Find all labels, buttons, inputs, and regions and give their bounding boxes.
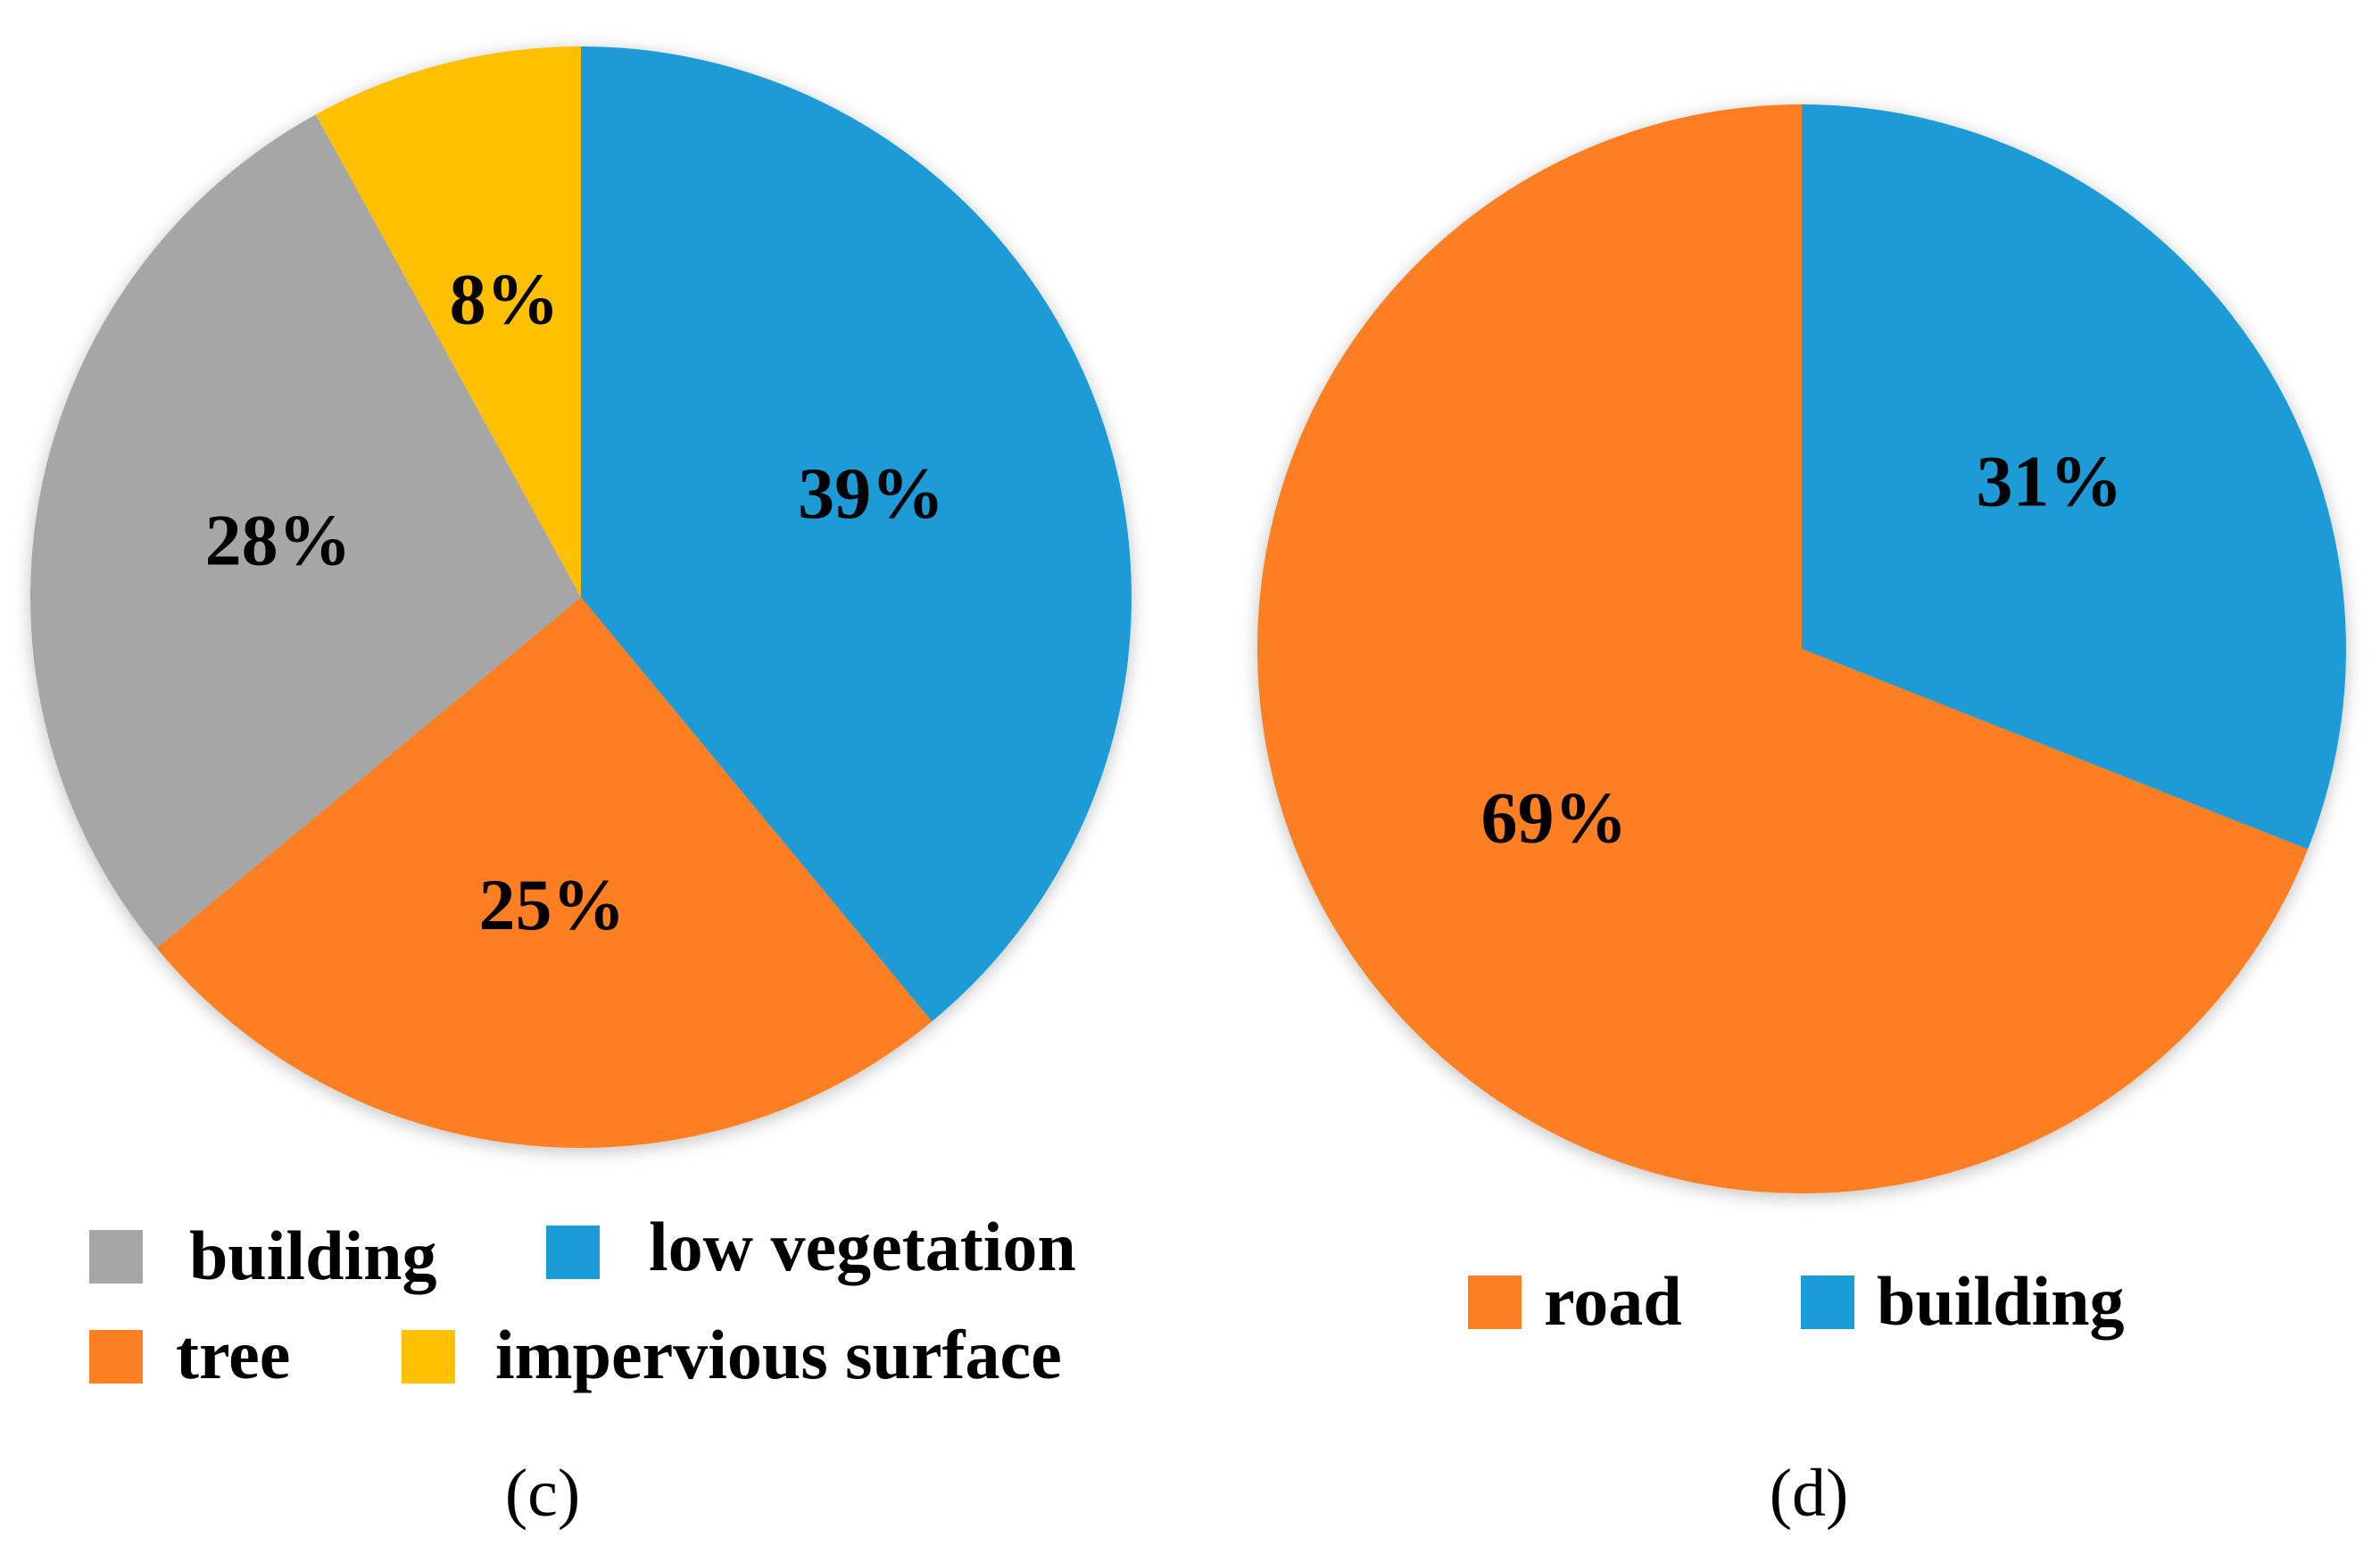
legend-label-road-d: road: [1544, 1262, 1682, 1340]
pie-d-labels: 31% 69%: [1481, 440, 2123, 858]
pie-slice-building-d: [1802, 104, 2346, 850]
legend-item-low-vegetation-c: low vegetation: [546, 1208, 1076, 1285]
data-label-impervious-surface-c: 8%: [450, 258, 560, 339]
data-label-road-d: 69%: [1481, 777, 1628, 859]
data-label-tree-c: 25%: [478, 864, 625, 945]
pie-slice-building-c: [29, 114, 582, 949]
data-label-building-c: 28%: [205, 499, 352, 580]
pie-c-slices: [29, 46, 1132, 1149]
legend-label-impervious-surface-c: impervious surface: [495, 1316, 1062, 1393]
pie-slice-impervious-surface-c: [315, 46, 581, 597]
caption-c: (c): [505, 1456, 580, 1531]
pie-slice-tree-c: [156, 597, 933, 1149]
legend-label-tree-c: tree: [176, 1316, 290, 1393]
legend-swatch-building-c: [89, 1230, 143, 1284]
data-label-building-d: 31%: [1976, 440, 2122, 521]
caption-d: (d): [1770, 1456, 1849, 1531]
pie-d-slices: [1257, 104, 2346, 1193]
pie-slice-road-d: [1257, 104, 2309, 1193]
legend-c: building low vegetation tree impervious …: [89, 1208, 1076, 1393]
legend-swatch-road-d: [1468, 1276, 1522, 1329]
legend-label-building-d: building: [1877, 1262, 2125, 1340]
data-label-low-vegetation-c: 39%: [798, 453, 944, 534]
legend-label-building-c: building: [189, 1217, 437, 1294]
legend-item-impervious-surface-c: impervious surface: [402, 1316, 1062, 1393]
legend-d: road building: [1468, 1262, 2125, 1340]
legend-item-building-d: building: [1801, 1262, 2125, 1340]
legend-swatch-impervious-surface-c: [402, 1330, 455, 1384]
pie-chart-d: 31% 69% road building (d): [1257, 104, 2346, 1531]
legend-label-low-vegetation-c: low vegetation: [649, 1208, 1076, 1285]
legend-swatch-low-vegetation-c: [546, 1226, 600, 1279]
legend-swatch-tree-c: [89, 1330, 143, 1384]
pie-slice-low-vegetation-c: [581, 46, 1132, 1022]
legend-item-tree-c: tree: [89, 1316, 290, 1393]
legend-item-building-c: building: [89, 1217, 437, 1294]
legend-swatch-building-d: [1801, 1276, 1854, 1329]
pie-chart-c: 39% 25% 28% 8% building low vegetation tree…: [29, 46, 1132, 1531]
legend-item-road-d: road: [1468, 1262, 1682, 1340]
pie-c-labels: 39% 25% 28% 8%: [205, 258, 944, 945]
